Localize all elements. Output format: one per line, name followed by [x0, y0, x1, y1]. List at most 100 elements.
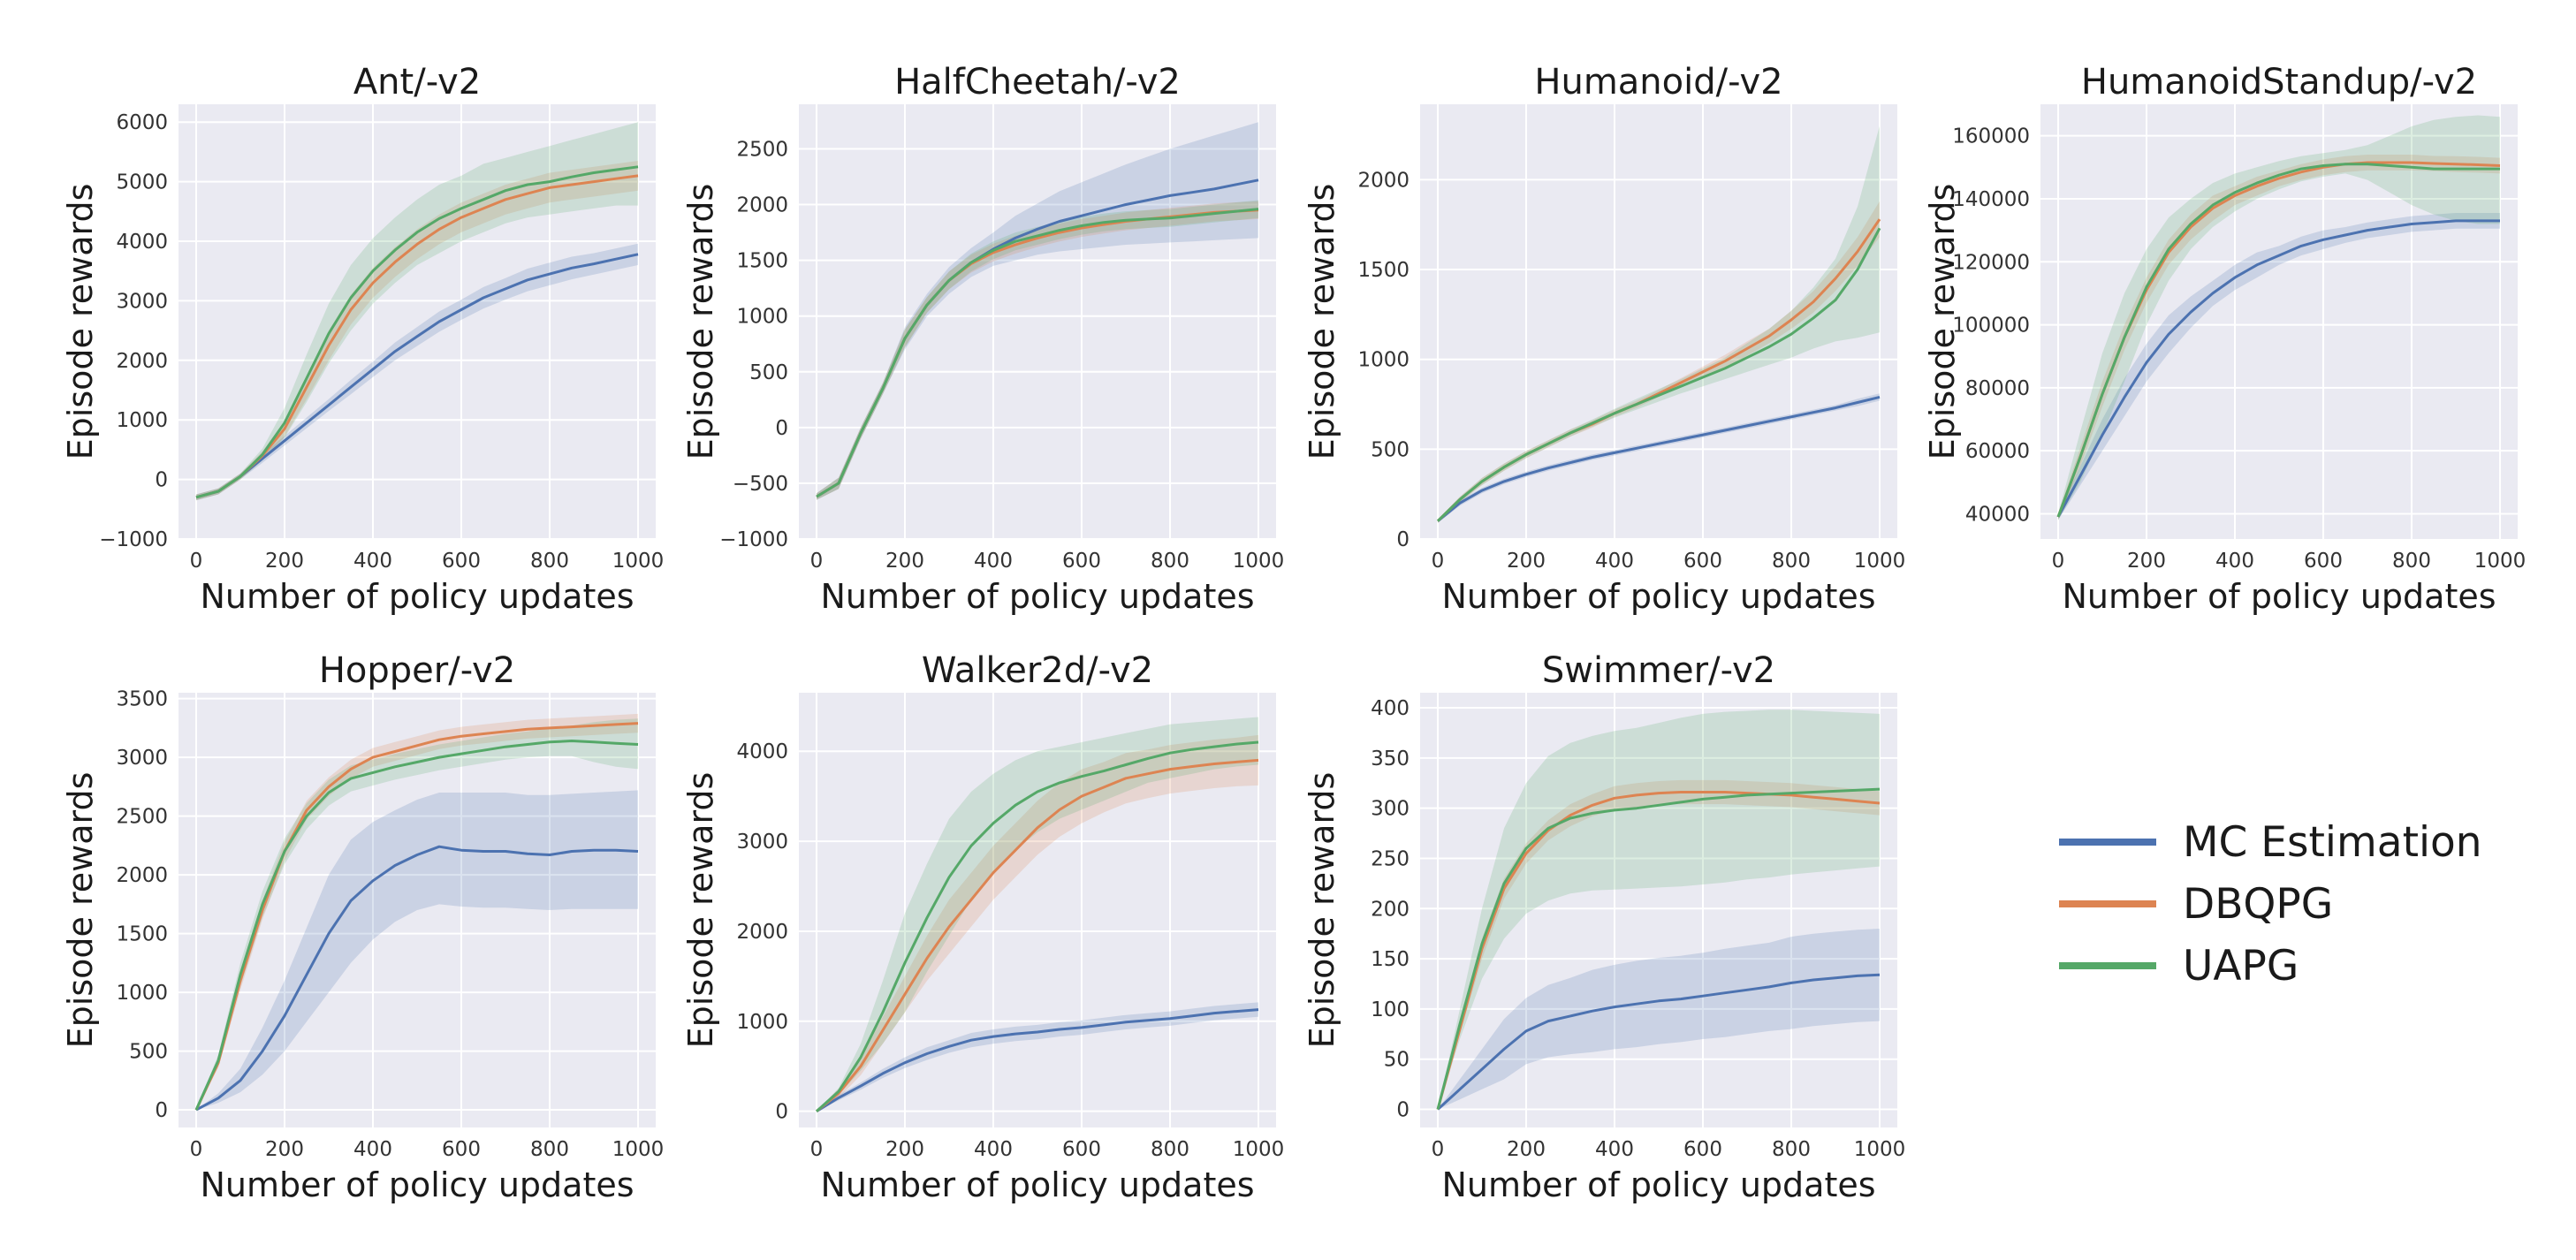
- x-tick-label: 0: [190, 1138, 203, 1161]
- x-axis-label: Number of policy updates: [1441, 1165, 1875, 1204]
- x-tick-label: 800: [1772, 1138, 1811, 1161]
- x-tick-label: 200: [885, 1138, 924, 1161]
- x-axis-label: Number of policy updates: [2062, 577, 2496, 616]
- x-tick-label: 600: [1683, 1138, 1722, 1161]
- x-tick-label: 1000: [612, 1138, 665, 1161]
- x-tick-label: 200: [1507, 550, 1546, 573]
- chart-humanoidstandup-v2: 0 200 400 600 800 1000 40000 60000 80000 100000 12…: [1923, 62, 2526, 616]
- band-mc-estimation: [1438, 929, 1880, 1110]
- x-axis-label: Number of policy updates: [820, 1165, 1254, 1204]
- band-uapg: [196, 122, 638, 501]
- chart-walker2d-v2: 0 200 400 600 800 1000 0 1000 2000 3000 4000 Walker…: [681, 650, 1284, 1204]
- series-line-mc-estimation: [1437, 395, 1881, 522]
- series-line-uapg: [195, 165, 639, 499]
- y-tick-label: 1000: [116, 409, 168, 432]
- x-axis-label: Number of policy updates: [200, 1165, 634, 1204]
- x-tick-label: 1000: [612, 550, 665, 573]
- x-tick-label: 800: [2392, 550, 2431, 573]
- y-tick-label: 350: [1371, 748, 1410, 770]
- y-tick-label: 50: [1384, 1049, 1410, 1072]
- band-dbqpg: [817, 734, 1258, 1112]
- x-tick-label: 800: [1772, 550, 1811, 573]
- y-tick-label: 0: [155, 469, 168, 492]
- x-axis-label: Number of policy updates: [1441, 577, 1875, 616]
- y-axis-label: Episode rewards: [61, 184, 100, 460]
- band-uapg: [2058, 115, 2500, 520]
- y-tick-label: 1500: [116, 923, 168, 946]
- x-tick-label: 400: [1595, 550, 1634, 573]
- y-tick-label: 80000: [1965, 377, 2030, 400]
- x-tick-label: 1000: [1233, 550, 1285, 573]
- y-tick-label: 150: [1371, 948, 1410, 971]
- y-tick-label: 2000: [116, 350, 168, 373]
- band-dbqpg: [196, 161, 638, 501]
- y-tick-label: 0: [1396, 528, 1410, 551]
- band-mc-estimation: [196, 790, 638, 1111]
- x-tick-label: 0: [1432, 550, 1445, 573]
- band-dbqpg: [2058, 155, 2500, 520]
- y-tick-label: 500: [1371, 438, 1410, 461]
- series-line-uapg: [1436, 787, 1881, 1110]
- y-tick-label: 140000: [1952, 188, 2030, 211]
- x-tick-label: 400: [1595, 1138, 1634, 1161]
- series-line-uapg: [815, 740, 1259, 1112]
- y-tick-label: 3000: [116, 290, 168, 313]
- y-tick-label: 0: [155, 1099, 168, 1122]
- chart-title: Swimmer/-v2: [1542, 650, 1775, 691]
- x-tick-label: 1000: [1854, 550, 1906, 573]
- chart-panels: 0 200 400 600 800 1000−1000010002000300040005…: [61, 62, 2526, 1204]
- series-line-uapg: [1436, 227, 1881, 522]
- y-axis-label: Episode rewards: [1303, 772, 1341, 1049]
- band-mc-estimation: [2058, 213, 2500, 520]
- y-tick-label: −1000: [99, 528, 168, 551]
- series-line-mc-estimation: [2056, 219, 2500, 518]
- series-line-mc-estimation: [1436, 973, 1881, 1111]
- y-tick-label: 400: [1371, 697, 1410, 720]
- y-tick-label: 500: [129, 1041, 168, 1064]
- y-axis-label: Episode rewards: [1923, 184, 1962, 460]
- series-line-dbqpg: [816, 758, 1259, 1112]
- y-tick-label: 300: [1371, 798, 1410, 821]
- x-tick-label: 200: [265, 1138, 304, 1161]
- data-layer: [2056, 115, 2501, 520]
- legend-label-dbqpg: DBQPG: [2183, 880, 2333, 929]
- y-tick-label: −500: [733, 473, 788, 496]
- x-tick-label: 200: [2127, 550, 2166, 573]
- x-tick-label: 600: [1683, 550, 1722, 573]
- x-tick-label: 400: [974, 1138, 1013, 1161]
- y-tick-label: 2000: [736, 194, 788, 217]
- x-tick-label: 800: [1151, 550, 1189, 573]
- chart-title: Hopper/-v2: [319, 650, 515, 691]
- band-mc-estimation: [817, 122, 1258, 500]
- series-line-uapg: [2056, 163, 2500, 518]
- chart-hopper-v2: 0 200 400 600 800 1000 0 500 1000 1500 2000 2500 300…: [61, 650, 664, 1204]
- chart-halfcheetah-v2: 0 200 400 600 800 1000 −1000 −500 0 500 1000 1500 20…: [681, 62, 1284, 616]
- y-tick-label: 0: [1396, 1099, 1410, 1122]
- data-layer: [1436, 710, 1881, 1111]
- y-tick-label: 120000: [1952, 251, 2030, 274]
- x-tick-label: 800: [1151, 1138, 1189, 1161]
- x-tick-label: 1000: [1854, 1138, 1906, 1161]
- x-tick-label: 600: [1062, 1138, 1101, 1161]
- x-tick-label: 400: [2215, 550, 2254, 573]
- y-tick-label: 0: [775, 417, 788, 440]
- series-line-dbqpg: [194, 722, 639, 1111]
- x-tick-label: 200: [265, 550, 304, 573]
- series-line-dbqpg: [1436, 791, 1881, 1110]
- x-tick-label: 0: [2052, 550, 2065, 573]
- chart-title: Humanoid/-v2: [1534, 62, 1782, 102]
- plot-area: [799, 104, 1276, 539]
- y-tick-label: −1000: [719, 528, 788, 551]
- x-tick-label: 200: [885, 550, 924, 573]
- series-line-mc-estimation: [195, 845, 639, 1112]
- data-layer: [816, 122, 1259, 500]
- y-axis-label: Episode rewards: [681, 772, 720, 1049]
- y-tick-label: 1000: [736, 306, 788, 329]
- data-layer: [195, 122, 639, 501]
- band-uapg: [817, 717, 1258, 1112]
- y-tick-label: 100: [1371, 998, 1410, 1021]
- y-tick-label: 4000: [736, 740, 788, 763]
- chart-humanoid-v2: 0 200 400 600 800 1000 0 500 1000 1500 2000 Humanoi…: [1303, 62, 1905, 616]
- x-tick-label: 800: [530, 1138, 569, 1161]
